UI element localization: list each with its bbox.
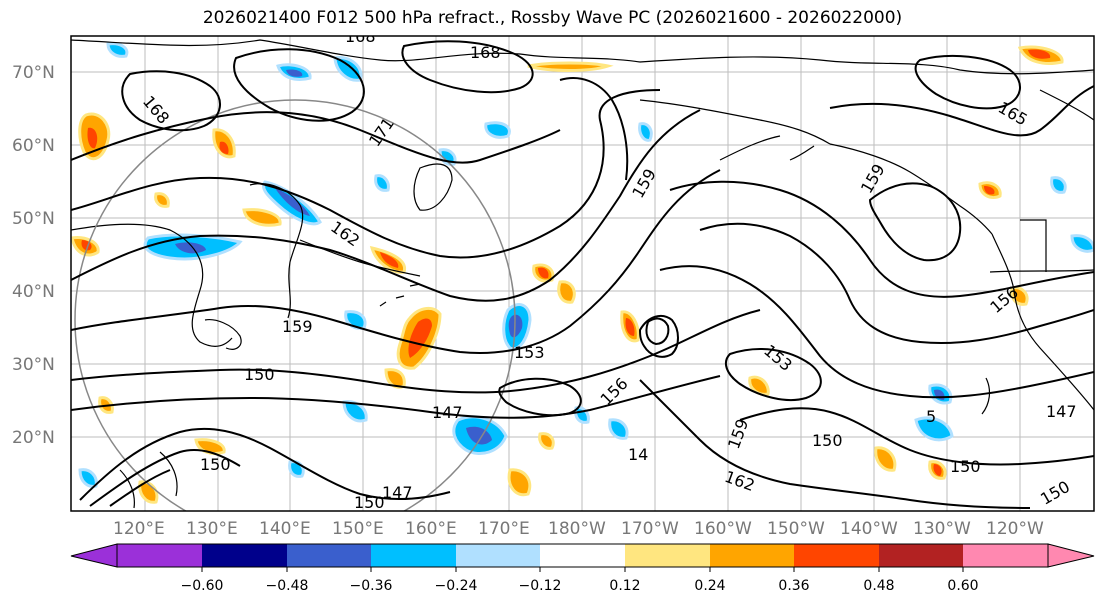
contour-label: 150 — [812, 431, 843, 450]
contour-label: 150 — [354, 493, 385, 512]
contour-label: 147 — [382, 483, 413, 502]
colorbar-tick-label: 0.24 — [694, 578, 725, 594]
colorbar-frame — [116, 543, 1049, 568]
colorbar-segment — [794, 544, 879, 567]
colorbar-segment — [117, 544, 202, 567]
lon-label: 150°E — [332, 519, 384, 539]
colorbar-tick-label: 0.48 — [863, 578, 894, 594]
colorbar-segment — [963, 544, 1048, 567]
latitude-labels: 70°N 60°N 50°N 40°N 30°N 20°N — [12, 63, 55, 448]
colorbar-ticks — [201, 567, 964, 572]
contour-lines — [71, 40, 1094, 509]
contour-label: 150 — [244, 365, 275, 384]
lat-label: 50°N — [12, 209, 55, 229]
reference-circle — [74, 99, 516, 511]
lon-label: 170°E — [478, 519, 530, 539]
contour-label: 150 — [950, 457, 981, 476]
lon-label: 130°W — [913, 519, 971, 539]
longitude-labels: 120°E 130°E 140°E 150°E 160°E 170°E 180°… — [113, 519, 1044, 539]
lon-label: 150°W — [767, 519, 825, 539]
lat-label: 20°N — [12, 428, 55, 448]
colorbar-segment — [456, 544, 540, 567]
lon-label: 140°E — [259, 519, 311, 539]
lon-label: 160°W — [694, 519, 752, 539]
colorbar-segment — [879, 544, 963, 567]
colorbar-segment — [70, 543, 118, 568]
colorbar-tick-label: −0.24 — [435, 578, 478, 594]
colorbar-tick-label: 0.12 — [609, 578, 640, 594]
map-title: 2026021400 F012 500 hPa refract., Rossby… — [202, 8, 903, 28]
colorbar-segment — [540, 544, 625, 567]
colorbar-segment — [287, 544, 371, 567]
lon-label: 180°W — [548, 519, 606, 539]
map-frame — [70, 35, 1095, 512]
lon-label: 140°W — [840, 519, 898, 539]
colorbar-segment — [710, 544, 794, 567]
colorbar: −0.60 −0.48 −0.36 −0.24 −0.12 0.12 0.24 … — [70, 543, 1095, 594]
contour-label: 159 — [282, 317, 313, 336]
contour-label: 168 — [345, 27, 376, 46]
colorbar-segment — [371, 544, 456, 567]
lon-label: 170°W — [621, 519, 679, 539]
colorbar-tick-label: −0.60 — [181, 578, 224, 594]
colorbar-segment — [202, 544, 287, 567]
contour-label: 14 — [628, 445, 648, 464]
colorbar-tick-label: 0.36 — [778, 578, 809, 594]
lat-label: 60°N — [12, 136, 55, 156]
colorbar-tick-label: −0.12 — [519, 578, 562, 594]
contour-label: 147 — [432, 403, 463, 422]
shaded-anomalies — [71, 42, 1094, 504]
contour-label: 5 — [926, 407, 936, 426]
lon-label: 160°E — [405, 519, 457, 539]
colorbar-segment — [1047, 543, 1095, 568]
lon-label: 120°W — [986, 519, 1044, 539]
colorbar-segment — [625, 544, 710, 567]
colorbar-tick-label: −0.36 — [350, 578, 393, 594]
lon-label: 120°E — [113, 519, 165, 539]
colorbar-tick-label: 0.60 — [947, 578, 978, 594]
contour-label: 153 — [514, 343, 545, 362]
contour-label: 150 — [200, 455, 231, 474]
lon-label: 130°E — [186, 519, 238, 539]
lat-label: 70°N — [12, 63, 55, 83]
coastlines — [71, 39, 1094, 509]
lat-label: 30°N — [12, 355, 55, 375]
colorbar-tick-label: −0.48 — [266, 578, 309, 594]
contour-label: 168 — [470, 43, 501, 62]
lat-label: 40°N — [12, 282, 55, 302]
contour-label: 147 — [1046, 402, 1077, 421]
